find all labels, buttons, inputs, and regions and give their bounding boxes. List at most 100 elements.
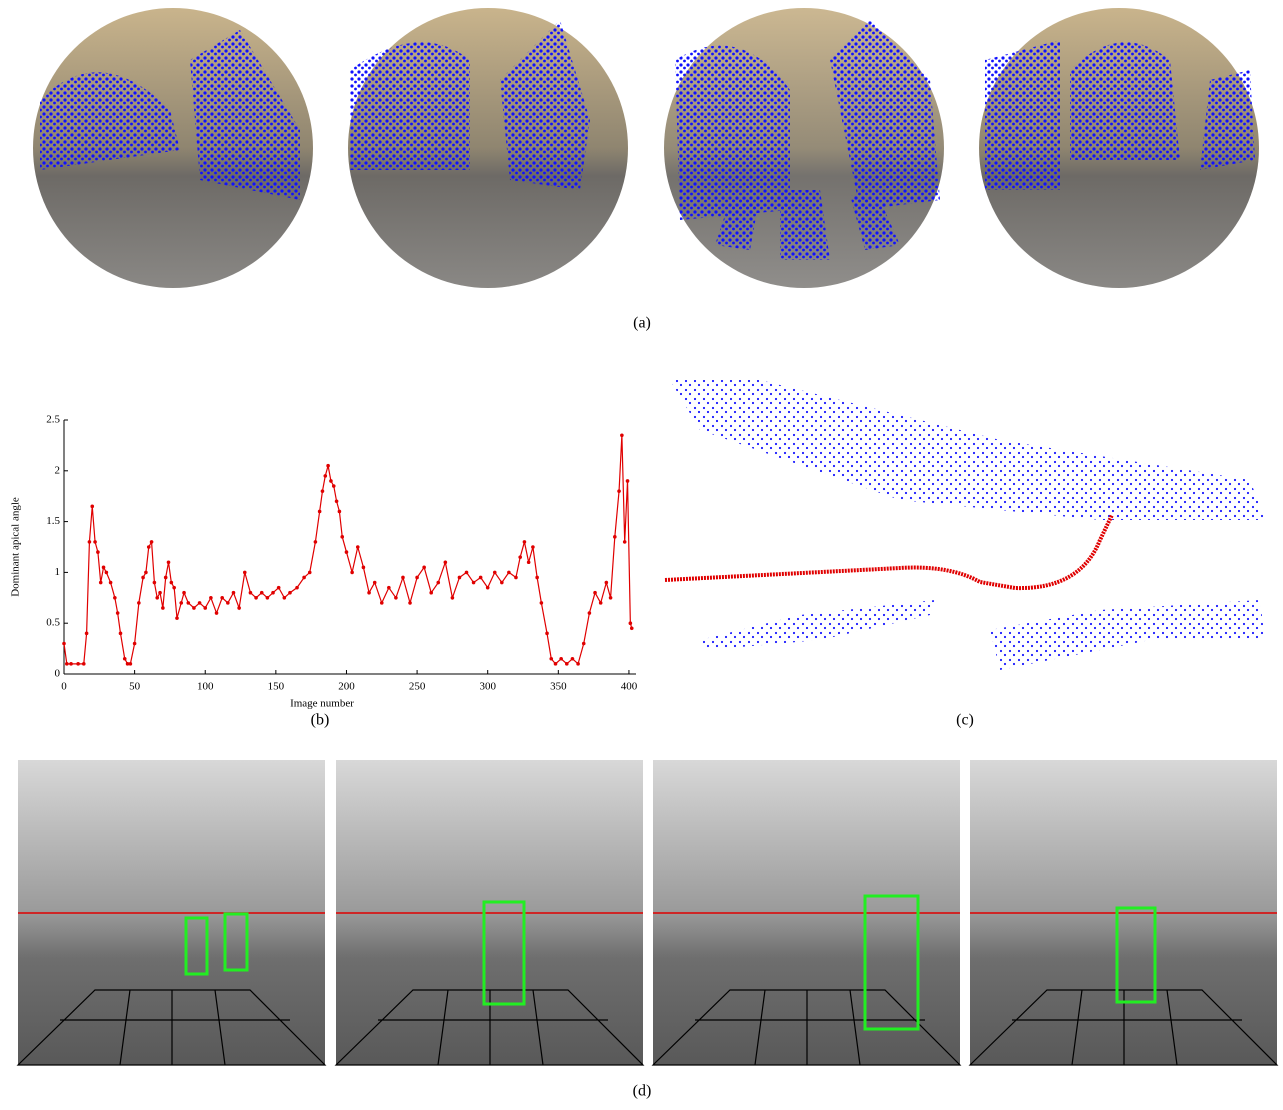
figure: (a) (c) (d) (b) Image number Dominant ap… (0, 0, 1283, 1110)
data-point (237, 606, 241, 610)
caption-d: (d) (633, 1083, 652, 1100)
data-point (588, 611, 592, 615)
data-point (69, 662, 73, 666)
data-point (65, 662, 69, 666)
data-point (380, 601, 384, 605)
data-point (123, 657, 127, 661)
data-point (93, 540, 97, 544)
data-point (356, 545, 360, 549)
data-point (302, 576, 306, 580)
data-point (559, 657, 563, 661)
data-point (338, 510, 342, 514)
data-point (458, 576, 462, 580)
data-point (523, 540, 527, 544)
data-point (133, 642, 137, 646)
data-point (277, 586, 281, 590)
data-point (186, 601, 190, 605)
data-point (465, 571, 469, 575)
data-point (76, 662, 80, 666)
data-point (109, 581, 113, 585)
data-point (408, 601, 412, 605)
data-point (321, 489, 325, 493)
caption-c: (c) (956, 712, 974, 729)
data-point (137, 601, 141, 605)
data-point (444, 560, 448, 564)
data-point (507, 571, 511, 575)
data-point (179, 601, 183, 605)
data-point (254, 596, 258, 600)
y-tick-label: 1 (55, 566, 61, 578)
data-point (308, 571, 312, 575)
data-point (626, 479, 630, 483)
data-point (144, 571, 148, 575)
data-point (576, 662, 580, 666)
data-point (518, 555, 522, 559)
x-tick-label: 350 (550, 681, 567, 693)
data-point (617, 489, 621, 493)
data-point (451, 596, 455, 600)
data-point (161, 606, 165, 610)
data-point (129, 662, 133, 666)
data-point (155, 596, 159, 600)
data-point (288, 591, 292, 595)
data-point (88, 540, 92, 544)
data-point (613, 535, 617, 539)
data-point (362, 566, 366, 570)
data-point (167, 560, 171, 564)
data-point (203, 606, 207, 610)
data-point (373, 581, 377, 585)
data-point (113, 596, 117, 600)
map-illustration (665, 380, 1265, 670)
data-point (295, 586, 299, 590)
x-tick-label: 200 (338, 681, 355, 693)
data-point (540, 601, 544, 605)
data-point (527, 560, 531, 564)
data-point (436, 581, 440, 585)
y-tick-label: 2.5 (46, 414, 60, 426)
data-point (629, 621, 633, 625)
x-tick-label: 150 (268, 681, 285, 693)
data-point (329, 479, 333, 483)
data-point (170, 581, 174, 585)
data-point (394, 596, 398, 600)
data-point (429, 591, 433, 595)
data-point (340, 535, 344, 539)
y-axis-label: Dominant apical angle (10, 497, 22, 597)
data-point (554, 662, 558, 666)
data-point (105, 571, 109, 575)
data-point (283, 596, 287, 600)
data-point (335, 499, 339, 503)
data-point (345, 550, 349, 554)
data-point (147, 545, 151, 549)
data-point (62, 642, 66, 646)
data-point (486, 586, 490, 590)
data-point (150, 540, 154, 544)
data-point (599, 601, 603, 605)
data-point (479, 576, 483, 580)
data-point (535, 576, 539, 580)
data-point (116, 611, 120, 615)
data-point (401, 576, 405, 580)
x-tick-label: 250 (409, 681, 426, 693)
data-point (609, 596, 613, 600)
data-point (271, 591, 275, 595)
x-tick-label: 100 (197, 681, 214, 693)
data-point (172, 586, 176, 590)
data-point (209, 596, 213, 600)
data-point (314, 540, 318, 544)
data-point (198, 601, 202, 605)
data-point (153, 581, 157, 585)
data-point (164, 576, 168, 580)
x-tick-label: 0 (61, 681, 67, 693)
data-point (90, 505, 94, 509)
data-point (500, 581, 504, 585)
data-point (565, 662, 569, 666)
data-point (249, 591, 253, 595)
data-point (85, 632, 89, 636)
data-point (367, 591, 371, 595)
caption-b: (b) (311, 712, 330, 729)
data-point (332, 484, 336, 488)
data-point (226, 601, 230, 605)
data-point (571, 657, 575, 661)
